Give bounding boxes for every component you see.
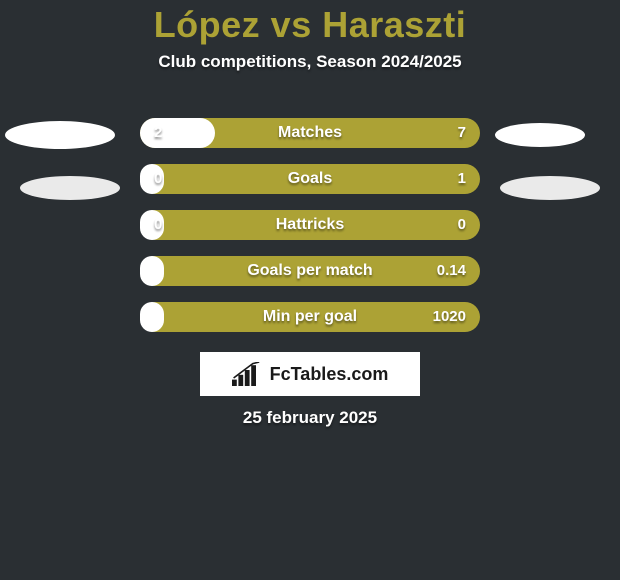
stat-bar: 0.14Goals per match	[140, 256, 480, 286]
decorative-ellipse	[495, 123, 585, 147]
subtitle: Club competitions, Season 2024/2025	[0, 52, 620, 72]
stat-label: Matches	[140, 118, 480, 148]
stat-label: Goals	[140, 164, 480, 194]
stat-row: 00Hattricks	[0, 210, 620, 240]
stat-label: Goals per match	[140, 256, 480, 286]
stat-label: Hattricks	[140, 210, 480, 240]
stat-label: Min per goal	[140, 302, 480, 332]
stat-bar: 27Matches	[140, 118, 480, 148]
decorative-ellipse	[20, 176, 120, 200]
brand-text: FcTables.com	[270, 364, 389, 385]
page-title: López vs Haraszti	[0, 0, 620, 46]
decorative-ellipse	[5, 121, 115, 149]
stat-bar: 01Goals	[140, 164, 480, 194]
date-text: 25 february 2025	[0, 408, 620, 428]
stat-bar: 00Hattricks	[140, 210, 480, 240]
brand-chart-icon	[232, 362, 264, 386]
decorative-ellipse	[500, 176, 600, 200]
stat-bar: 1020Min per goal	[140, 302, 480, 332]
stats-rows-container: 27Matches 01Goals 00Hattricks 0.14Goals per…	[0, 118, 620, 348]
stat-row: 1020Min per goal	[0, 302, 620, 332]
brand-box: FcTables.com	[200, 352, 420, 396]
stat-row: 0.14Goals per match	[0, 256, 620, 286]
